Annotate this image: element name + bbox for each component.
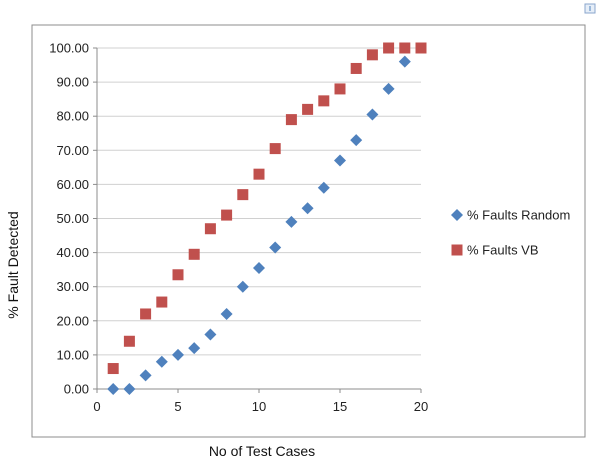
y-tick-label: 80.00: [56, 109, 89, 124]
data-point-square: [107, 363, 119, 375]
data-point-square: [285, 114, 297, 126]
y-tick-label: 50.00: [56, 211, 89, 226]
data-point-diamond: [269, 241, 282, 254]
y-tick-label: 0.00: [64, 382, 89, 397]
series-layer: [107, 42, 427, 395]
gridlines: [93, 47, 422, 393]
data-point-diamond: [107, 383, 120, 395]
x-tick-label: 5: [174, 399, 181, 414]
data-point-square: [123, 335, 135, 347]
y-tick-label: 60.00: [56, 177, 89, 192]
data-point-square: [399, 42, 411, 54]
data-point-diamond: [123, 383, 136, 395]
data-point-square: [302, 103, 314, 115]
data-point-diamond: [382, 82, 395, 95]
data-point-diamond: [139, 369, 152, 382]
series-2: [107, 42, 427, 375]
data-point-diamond: [285, 215, 298, 228]
chart-border: [31, 24, 586, 438]
data-point-diamond: [398, 55, 411, 68]
x-tick-label: 20: [414, 399, 428, 414]
data-point-square: [350, 62, 362, 74]
data-point-square: [156, 296, 168, 308]
legend: % Faults Random % Faults VB: [451, 208, 570, 258]
data-point-diamond: [366, 108, 379, 121]
chart-options-icon[interactable]: [584, 3, 596, 14]
data-point-diamond: [334, 154, 346, 167]
x-axis-title: No of Test Cases: [209, 443, 315, 459]
legend-label: % Faults Random: [467, 208, 570, 223]
data-point-diamond: [188, 342, 201, 355]
data-point-diamond: [204, 328, 217, 341]
data-point-diamond: [301, 202, 314, 215]
y-tick-label: 40.00: [56, 245, 89, 260]
data-point-square: [253, 168, 265, 180]
series-1: [107, 55, 411, 395]
legend-item: % Faults VB: [451, 243, 539, 258]
data-point-square: [140, 308, 152, 320]
data-point-diamond: [236, 280, 249, 293]
y-tick-label: 90.00: [56, 75, 89, 90]
data-point-square: [172, 269, 184, 281]
y-axis-title: % Fault Detected: [5, 211, 21, 318]
data-point-square: [237, 189, 249, 201]
data-point-square: [415, 42, 427, 54]
axes: [96, 48, 421, 390]
y-tick-label: 30.00: [56, 279, 89, 294]
data-point-square: [366, 49, 378, 61]
y-tick-label: 10.00: [56, 347, 89, 362]
x-tick-label: 15: [333, 399, 347, 414]
legend-item: % Faults Random: [451, 208, 570, 223]
legend-marker: [451, 209, 463, 221]
x-tick-label: 10: [252, 399, 266, 414]
y-tick-label: 100.00: [49, 41, 89, 56]
data-point-diamond: [253, 261, 265, 274]
x-tick-labels: 0 5 10 15 20: [93, 399, 428, 414]
data-point-diamond: [155, 355, 168, 368]
y-tick-label: 20.00: [56, 313, 89, 328]
data-point-square: [269, 143, 281, 155]
y-tick-label: 70.00: [56, 143, 89, 158]
data-point-square: [318, 95, 330, 107]
data-point-square: [383, 42, 395, 54]
legend-marker: [451, 244, 463, 256]
data-point-square: [221, 209, 233, 221]
data-point-square: [204, 223, 216, 235]
data-point-diamond: [317, 181, 330, 194]
x-tick-label: 0: [93, 399, 100, 414]
y-tick-labels: 0.00 10.00 20.00 30.00 40.00 50.00 60.00 70.00 8…: [49, 41, 89, 397]
data-point-diamond: [220, 307, 233, 320]
legend-label: % Faults VB: [467, 243, 539, 258]
data-point-square: [188, 248, 200, 260]
data-point-square: [334, 83, 346, 95]
data-point-diamond: [350, 134, 363, 147]
data-point-diamond: [172, 348, 184, 361]
